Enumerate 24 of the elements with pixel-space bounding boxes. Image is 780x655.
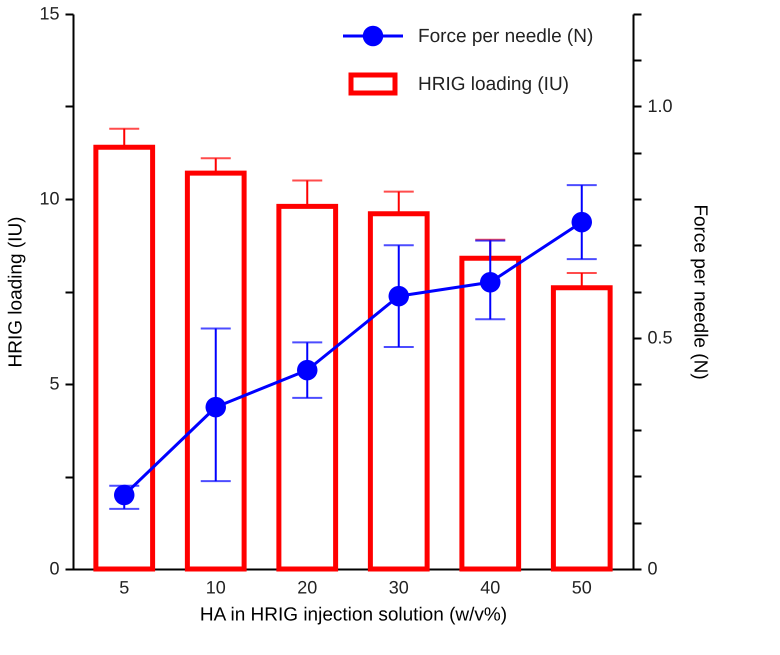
y-tick-label: 10	[39, 188, 60, 208]
point	[388, 286, 409, 306]
legend-label: Force per needle (N)	[418, 26, 594, 47]
x-tick-label: 40	[480, 578, 500, 598]
y2-tick-label: 0	[648, 558, 658, 578]
legend-label: HRIG loading (IU)	[418, 74, 569, 95]
y-tick-label: 5	[49, 374, 60, 394]
point	[572, 212, 592, 232]
point	[206, 396, 226, 418]
point	[114, 484, 134, 506]
x-tick-label: 5	[119, 578, 130, 598]
y2-axis-title: Force per needle (N)	[690, 204, 711, 380]
y-tick-label: 15	[39, 4, 60, 24]
y-axis-title: HRIG loading (IU)	[5, 216, 26, 368]
x-tick-label: 50	[572, 578, 592, 598]
y2-tick-label: 1.0	[648, 96, 673, 116]
x-tick-label: 20	[297, 578, 318, 598]
point	[480, 272, 500, 292]
x-tick-label: 10	[206, 578, 226, 598]
x-tick-label: 30	[388, 578, 409, 598]
y-tick-label: 0	[49, 558, 60, 578]
x-axis-title: HA in HRIG injection solution (w/v%)	[200, 604, 508, 626]
y2-tick-label: 0.5	[648, 327, 673, 348]
point	[297, 360, 318, 380]
